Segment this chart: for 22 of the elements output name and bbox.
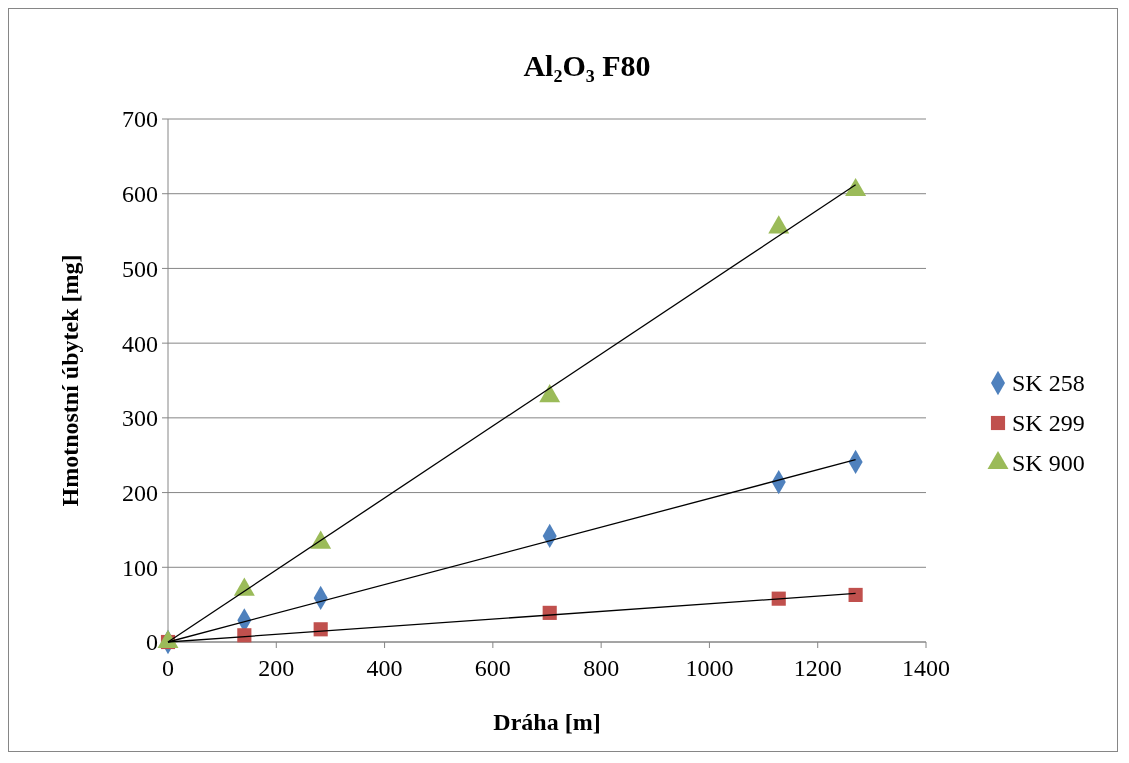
x-tick-label: 1000: [685, 655, 734, 681]
y-tick-label: 0: [146, 629, 158, 656]
x-tick-label: 600: [474, 655, 511, 681]
y-tick-label: 100: [122, 554, 158, 581]
y-tick-label: 200: [122, 479, 158, 506]
y-tick-label: 300: [122, 405, 158, 432]
x-axis-title: Dráha [m]: [493, 709, 601, 735]
x-tick-label: 400: [366, 655, 403, 681]
legend-label: SK 299: [1012, 410, 1085, 437]
x-tick-label: 200: [258, 655, 295, 681]
legend-label: SK 258: [1012, 370, 1085, 397]
y-tick-label: 600: [122, 181, 158, 208]
x-tick-label: 1200: [793, 655, 842, 681]
y-tick-label: 700: [122, 106, 158, 133]
y-axis-title: Hmotnostní úbytek [mg]: [57, 254, 83, 507]
y-tick-label: 400: [122, 330, 158, 357]
x-tick-label: 0: [162, 655, 174, 681]
x-tick-label: 800: [583, 655, 620, 681]
y-tick-label: 500: [122, 255, 158, 282]
legend-label: SK 900: [1012, 450, 1085, 477]
chart-title: Al₂O₃ F80: [523, 49, 651, 82]
x-tick-label: 1400: [902, 655, 950, 681]
